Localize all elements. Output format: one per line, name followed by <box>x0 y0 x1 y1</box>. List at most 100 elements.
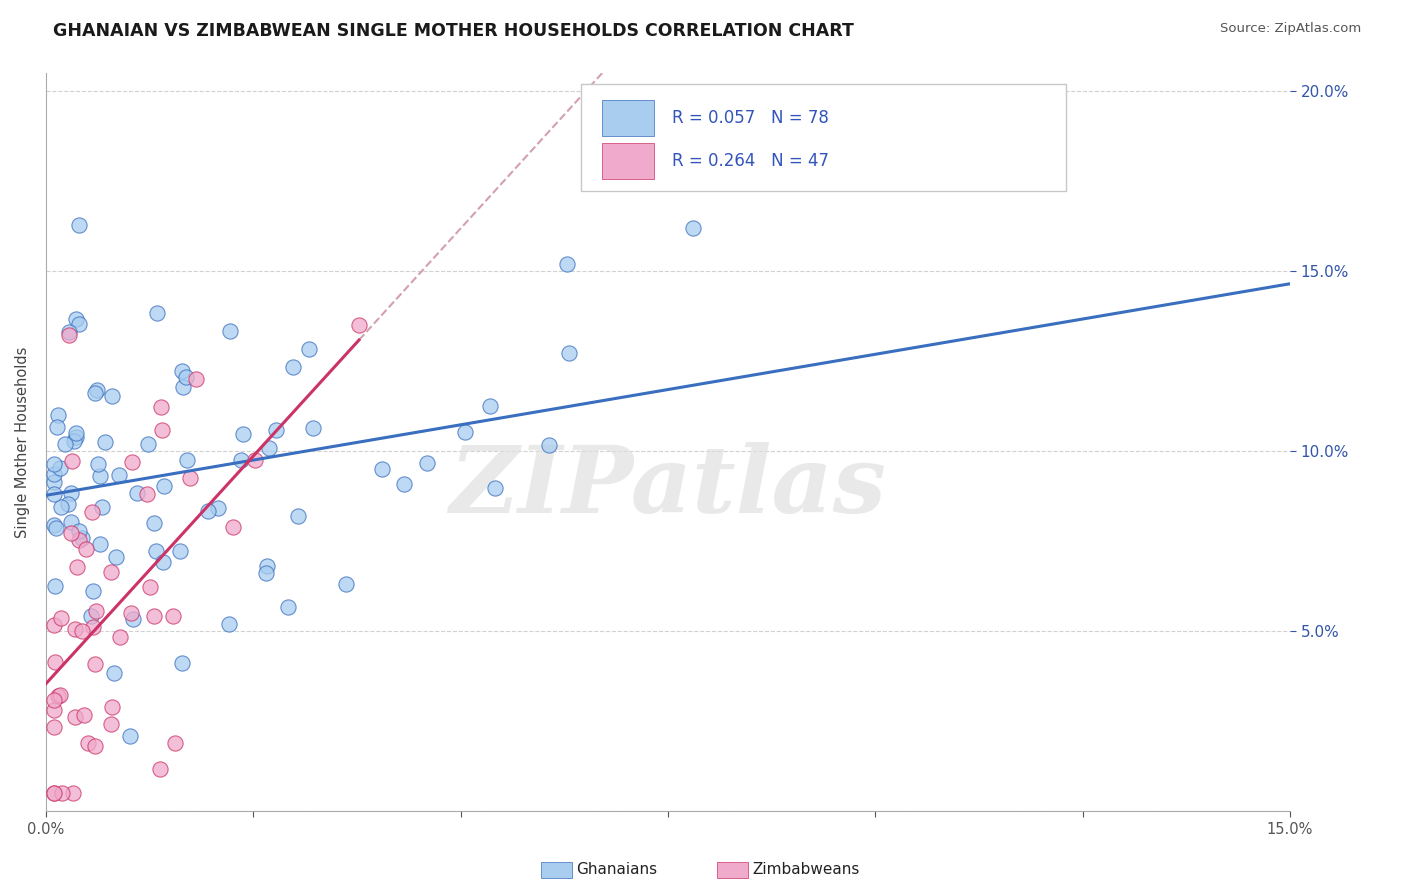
Point <box>682 221 704 235</box>
Point <box>558 346 581 360</box>
Point <box>44 458 66 472</box>
Point <box>108 630 131 644</box>
Text: GHANAIAN VS ZIMBABWEAN SINGLE MOTHER HOUSEHOLDS CORRELATION CHART: GHANAIAN VS ZIMBABWEAN SINGLE MOTHER HOU… <box>53 22 855 40</box>
Point <box>79 608 101 623</box>
Point <box>101 389 124 403</box>
Point <box>162 608 184 623</box>
FancyBboxPatch shape <box>581 84 1066 191</box>
Point <box>77 736 100 750</box>
Point <box>83 657 105 671</box>
Point <box>80 505 103 519</box>
Point <box>44 703 66 717</box>
Point <box>51 786 73 800</box>
Point <box>51 611 73 625</box>
Point <box>58 327 80 342</box>
Point <box>63 710 86 724</box>
Point <box>149 762 172 776</box>
Point <box>153 479 176 493</box>
Point <box>256 559 278 574</box>
Point <box>90 500 112 515</box>
Point <box>222 520 245 534</box>
Point <box>65 311 87 326</box>
Point <box>281 360 304 375</box>
Point <box>197 504 219 518</box>
Point <box>335 576 357 591</box>
Point <box>136 487 159 501</box>
Point <box>62 454 84 468</box>
Point <box>243 453 266 467</box>
Point <box>139 580 162 594</box>
Point <box>93 435 115 450</box>
Point <box>163 736 186 750</box>
Point <box>108 468 131 483</box>
Point <box>538 438 561 452</box>
Point <box>44 786 66 800</box>
Point <box>70 624 93 638</box>
Point <box>44 693 66 707</box>
Point <box>415 456 437 470</box>
Text: ZIPatlas: ZIPatlas <box>450 442 887 532</box>
Point <box>207 500 229 515</box>
Point <box>170 656 193 670</box>
Y-axis label: Single Mother Households: Single Mother Households <box>15 346 30 538</box>
Text: Zimbabweans: Zimbabweans <box>752 863 859 877</box>
Point <box>70 532 93 546</box>
Point <box>478 399 501 413</box>
Bar <box>602 100 654 136</box>
Point <box>66 560 89 574</box>
Point <box>142 516 165 530</box>
Point <box>46 419 69 434</box>
Point <box>172 364 194 378</box>
Point <box>65 425 87 440</box>
Point <box>44 618 66 632</box>
Point <box>136 437 159 451</box>
Point <box>105 549 128 564</box>
Point <box>100 717 122 731</box>
Point <box>150 400 173 414</box>
Point <box>143 608 166 623</box>
Point <box>67 218 90 232</box>
Point <box>44 475 66 489</box>
Point <box>67 524 90 538</box>
Point <box>298 342 321 356</box>
Point <box>125 486 148 500</box>
Point <box>100 565 122 579</box>
Point <box>103 665 125 680</box>
Point <box>179 471 201 485</box>
Point <box>46 408 69 422</box>
Text: Ghanaians: Ghanaians <box>576 863 658 877</box>
Point <box>146 306 169 320</box>
Point <box>347 318 370 333</box>
Point <box>49 461 72 475</box>
Point <box>44 467 66 481</box>
Point <box>75 542 97 557</box>
Point <box>120 606 142 620</box>
Point <box>89 536 111 550</box>
Point <box>44 655 66 669</box>
Point <box>121 455 143 469</box>
Point <box>254 566 277 581</box>
Point <box>83 739 105 753</box>
Point <box>257 442 280 456</box>
Point <box>277 599 299 614</box>
Point <box>60 515 83 529</box>
Point <box>484 481 506 495</box>
Bar <box>602 143 654 178</box>
Point <box>51 500 73 515</box>
Point <box>55 437 77 451</box>
Point <box>218 324 240 338</box>
Point <box>62 786 84 800</box>
Point <box>169 544 191 558</box>
Point <box>84 604 107 618</box>
Point <box>174 370 197 384</box>
Point <box>394 477 416 491</box>
Point <box>152 555 174 569</box>
Point <box>454 425 477 440</box>
Point <box>218 617 240 632</box>
Point <box>84 386 107 401</box>
Point <box>172 380 194 394</box>
Point <box>58 326 80 340</box>
Text: Source: ZipAtlas.com: Source: ZipAtlas.com <box>1220 22 1361 36</box>
Point <box>44 786 66 800</box>
Point <box>67 533 90 548</box>
